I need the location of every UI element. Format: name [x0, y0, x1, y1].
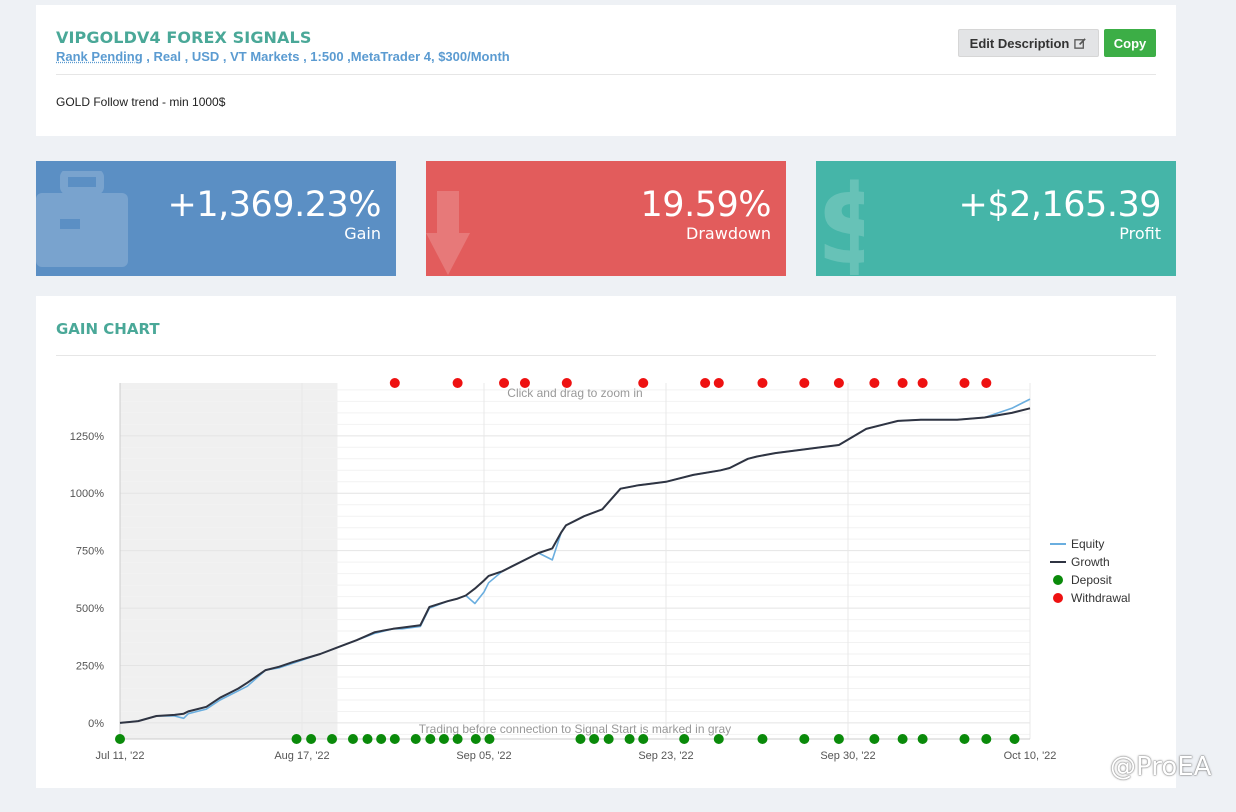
legend-deposit-swatch [1053, 575, 1063, 585]
deposit-marker [470, 734, 481, 744]
withdrawal-marker [452, 378, 463, 388]
y-tick-label: 750% [76, 546, 104, 558]
withdrawal-marker [713, 378, 724, 388]
withdrawal-marker [959, 378, 970, 388]
deposit-marker [603, 734, 614, 744]
deposit-marker [713, 734, 724, 744]
deposit-marker [410, 734, 421, 744]
gain-chart-card: GAIN CHART Jul 11, '22 Aug 17, '22 Sep 05,… [36, 296, 1176, 788]
withdrawal-marker [869, 378, 880, 388]
deposit-marker [575, 734, 586, 744]
arrow-down-icon [426, 191, 470, 275]
deposit-marker [115, 734, 125, 744]
copy-button[interactable]: Copy [1104, 29, 1156, 57]
x-tick-label: Sep 23, '22 [638, 750, 693, 762]
gain-label: Gain [344, 224, 381, 243]
header-divider [56, 74, 1156, 75]
x-tick-label: Sep 30, '22 [820, 750, 875, 762]
withdrawal-marker [700, 378, 711, 388]
profit-value: +$2,165.39 [958, 185, 1162, 225]
deposit-marker [425, 734, 436, 744]
x-tick-label: Aug 17, '22 [274, 750, 329, 762]
deposit-marker [484, 734, 495, 744]
deposit-marker [638, 734, 649, 744]
legend-withdrawal-swatch [1053, 593, 1063, 603]
gain-chart[interactable]: Jul 11, '22 Aug 17, '22 Sep 05, '22 Sep 23,… [36, 296, 1176, 788]
deposit-marker [917, 734, 928, 744]
deposit-marker [981, 734, 992, 744]
x-tick-label: Jul 11, '22 [96, 750, 145, 762]
legend-withdrawal-label: Withdrawal [1071, 591, 1130, 605]
edit-description-button[interactable]: Edit Description [958, 29, 1099, 57]
deposit-marker [362, 734, 373, 744]
withdrawal-marker [897, 378, 908, 388]
zoom-hint: Click and drag to zoom in [507, 386, 642, 400]
deposit-marker [438, 734, 449, 744]
deposit-marker [679, 734, 690, 744]
deposit-marker [959, 734, 970, 744]
withdrawal-marker [833, 378, 844, 388]
legend-equity-label: Equity [1071, 537, 1104, 551]
deposit-marker [376, 734, 387, 744]
deposit-marker [589, 734, 600, 744]
briefcase-icon [36, 171, 128, 267]
deposit-marker [327, 734, 338, 744]
deposit-marker [624, 734, 635, 744]
signal-header-card: VIPGOLDV4 FOREX SIGNALS Rank Pending , R… [36, 5, 1176, 136]
gray-note: Trading before connection to Signal Star… [419, 722, 731, 736]
withdrawal-marker [499, 378, 510, 388]
withdrawal-marker [561, 378, 572, 388]
drawdown-label: Drawdown [686, 224, 771, 243]
deposit-marker [757, 734, 768, 744]
drawdown-stat-card: 19.59% Drawdown [426, 161, 786, 276]
edit-description-label: Edit Description [969, 35, 1070, 51]
y-tick-label: 250% [76, 661, 104, 673]
signal-description: GOLD Follow trend - min 1000$ [56, 95, 226, 109]
withdrawal-marker [519, 378, 530, 388]
rank-link[interactable]: Rank Pending [56, 49, 143, 64]
svg-text:$: $ [816, 171, 864, 275]
y-tick-label: 500% [76, 603, 104, 615]
legend-growth-label: Growth [1071, 555, 1110, 569]
pre-connection-region [120, 383, 338, 739]
deposit-marker [291, 734, 302, 744]
series-growth-line [119, 407, 1031, 724]
tiktok-logo-icon [1083, 755, 1104, 779]
drawdown-value: 19.59% [640, 185, 772, 225]
deposit-marker [869, 734, 880, 744]
withdrawal-marker [638, 378, 649, 388]
withdrawal-marker [917, 378, 928, 388]
deposit-marker [833, 734, 844, 744]
withdrawal-marker [981, 378, 992, 388]
profit-stat-card: $ +$2,165.39 Profit [816, 161, 1176, 276]
dollar-icon: $ [816, 171, 864, 275]
legend-deposit-label: Deposit [1071, 573, 1112, 587]
deposit-marker [897, 734, 908, 744]
deposit-marker [389, 734, 400, 744]
y-tick-label: 1250% [70, 431, 104, 443]
chart-divider [56, 355, 1156, 356]
gain-stat-card: +1,369.23% Gain [36, 161, 396, 276]
deposit-marker [452, 734, 463, 744]
y-tick-label: 1000% [70, 488, 104, 500]
deposit-marker [306, 734, 317, 744]
withdrawal-marker [389, 378, 400, 388]
profit-label: Profit [1119, 224, 1161, 243]
signal-details: Rank Pending , Real , USD , VT Markets ,… [56, 49, 510, 64]
watermark: @ProEA [1082, 752, 1211, 782]
deposit-marker [1009, 734, 1020, 744]
watermark-text: @ProEA [1110, 752, 1212, 782]
x-tick-label: Oct 10, '22 [1004, 750, 1057, 762]
chart-title: GAIN CHART [56, 320, 160, 338]
signal-details-text: , Real , USD , VT Markets , 1:500 ,MetaT… [142, 49, 510, 64]
edit-icon [1074, 37, 1087, 49]
x-tick-label: Sep 05, '22 [456, 750, 511, 762]
y-tick-label: 0% [88, 718, 104, 730]
signal-title: VIPGOLDV4 FOREX SIGNALS [56, 28, 312, 47]
deposit-marker [799, 734, 810, 744]
gain-value: +1,369.23% [167, 185, 382, 225]
withdrawal-marker [799, 378, 810, 388]
deposit-marker [347, 734, 358, 744]
withdrawal-marker [757, 378, 768, 388]
